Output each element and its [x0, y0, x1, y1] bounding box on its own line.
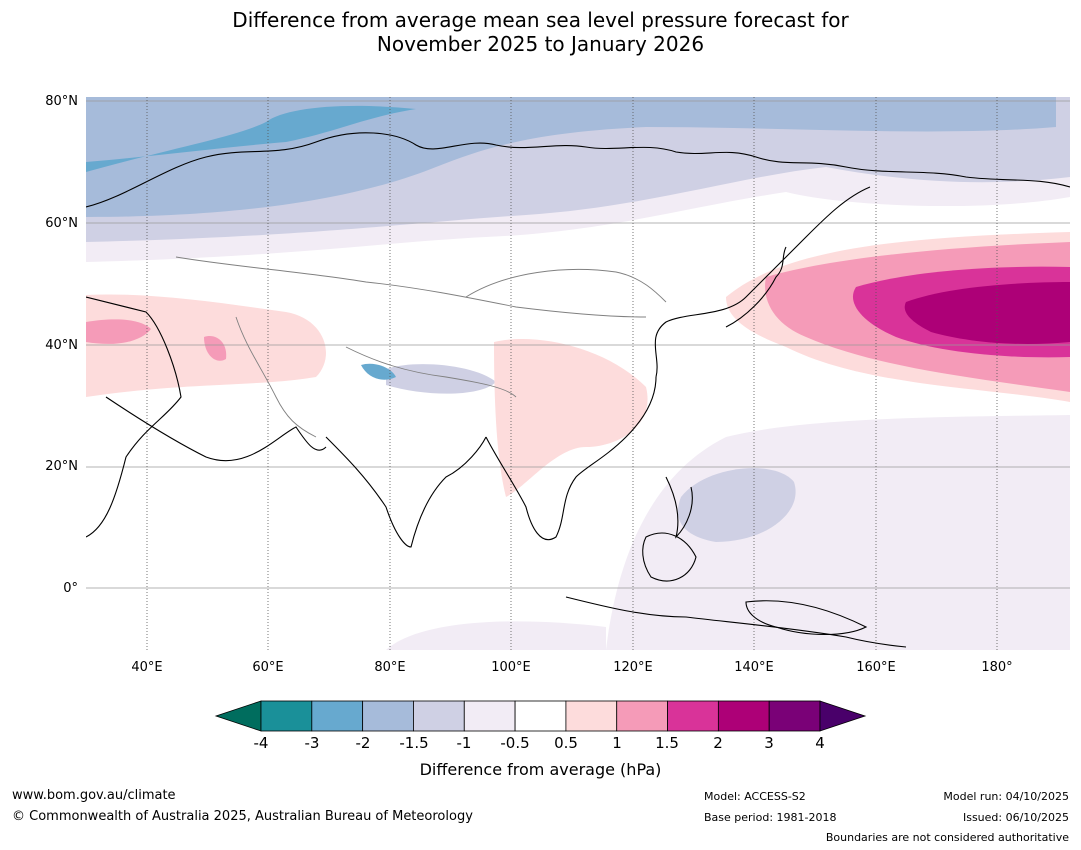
base-period: Base period: 1981-2018 — [704, 811, 837, 824]
anomaly-fields — [86, 97, 1070, 650]
colorbar-tick: 2 — [713, 734, 723, 752]
country-boundaries — [175, 256, 667, 438]
colorbar-bin — [565, 700, 618, 732]
model-run-date: Model run: 04/10/2025 — [943, 790, 1069, 803]
border-himalaya — [345, 346, 517, 398]
anomaly-blue-north — [86, 105, 416, 172]
coastline-india — [325, 436, 487, 548]
colorbar-tick: 0.5 — [554, 734, 578, 752]
lon-label-60e: 60°E — [252, 660, 284, 675]
anomaly-lavender-south — [386, 621, 606, 650]
lon-label-140e: 140°E — [734, 660, 774, 675]
colorbar-bin — [768, 700, 821, 732]
colorbar-bin — [717, 700, 770, 732]
coastline-borneo — [642, 532, 697, 582]
border-central-asia — [175, 256, 647, 318]
lat-label-40n: 40°N — [45, 338, 78, 353]
colorbar-tick: 3 — [764, 734, 774, 752]
colorbar-bin — [514, 700, 567, 732]
boundaries-disclaimer: Boundaries are not considered authoritat… — [825, 831, 1069, 844]
map-canvas — [86, 97, 1070, 650]
coastline-indochina — [485, 376, 657, 540]
colorbar-tick: -2 — [355, 734, 371, 752]
colorbar-tick: -1 — [456, 734, 472, 752]
model-name: Model: ACCESS-S2 — [704, 790, 806, 803]
graticule — [86, 100, 1070, 589]
website-link[interactable]: www.bom.gov.au/climate — [12, 788, 176, 803]
lon-label-40e: 40°E — [131, 660, 163, 675]
colorbar-tick: 1.5 — [655, 734, 679, 752]
issued-date: Issued: 06/10/2025 — [962, 811, 1069, 824]
colorbar-bin — [311, 700, 364, 732]
coastline-china-east — [654, 186, 871, 378]
anomaly-blue-tibet — [361, 363, 396, 380]
colorbar-tick: 1 — [612, 734, 622, 752]
meridians — [146, 97, 998, 650]
coastline-new-guinea — [745, 600, 868, 636]
colorbar-tick: -4 — [253, 734, 269, 752]
copyright-text: © Commonwealth of Australia 2025, Austra… — [12, 809, 473, 824]
anomaly-purple-pacific — [904, 282, 1070, 344]
colorbar-tick: -1.5 — [399, 734, 429, 752]
lon-label-120e: 120°E — [613, 660, 653, 675]
colorbar-tick: -0.5 — [500, 734, 530, 752]
lon-label-100e: 100°E — [491, 660, 531, 675]
lon-label-160e: 160°E — [856, 660, 896, 675]
anomaly-lightpurple-pacific — [677, 468, 796, 542]
colorbar-bin — [463, 700, 516, 732]
coastline-europe-mideast — [86, 296, 182, 538]
colorbar-bin — [260, 700, 313, 732]
colorbar-extend-min — [214, 700, 262, 732]
lat-label-80n: 80°N — [45, 94, 78, 109]
colorbar-tick: 4 — [815, 734, 825, 752]
colorbar-bin — [667, 700, 719, 732]
lat-label-0: 0° — [63, 581, 78, 596]
border-iran-afghanistan — [235, 316, 317, 438]
colorbar-bin — [616, 700, 668, 732]
lon-label-180: 180° — [981, 660, 1013, 675]
lat-label-60n: 60°N — [45, 216, 78, 231]
pressure-anomaly-map — [86, 97, 1070, 650]
colorbar-bin — [413, 700, 465, 732]
colorbar-extend-max — [819, 700, 867, 732]
coastline-philippines — [665, 476, 693, 539]
anomaly-rose-west — [86, 319, 151, 344]
anomaly-rose-caspian — [204, 336, 227, 361]
border-mongolia — [465, 268, 667, 303]
colorbar-tick: -3 — [304, 734, 320, 752]
coastline-maritime — [565, 596, 907, 648]
coastline-arctic — [86, 132, 1070, 208]
lon-label-80e: 80°E — [374, 660, 406, 675]
colorbar-label: Difference from average (hPa) — [419, 760, 662, 779]
map-title: Difference from average mean sea level p… — [0, 8, 1081, 56]
coastlines — [86, 132, 1070, 648]
coastline-arabia — [105, 396, 327, 462]
coastline-japan — [725, 246, 787, 328]
title-line-1: Difference from average mean sea level p… — [232, 8, 849, 32]
lat-label-20n: 20°N — [45, 459, 78, 474]
colorbar-bin — [362, 700, 414, 732]
anomaly-pink-china — [494, 339, 648, 497]
colorbar — [214, 700, 867, 732]
title-line-2: November 2025 to January 2026 — [376, 32, 705, 56]
